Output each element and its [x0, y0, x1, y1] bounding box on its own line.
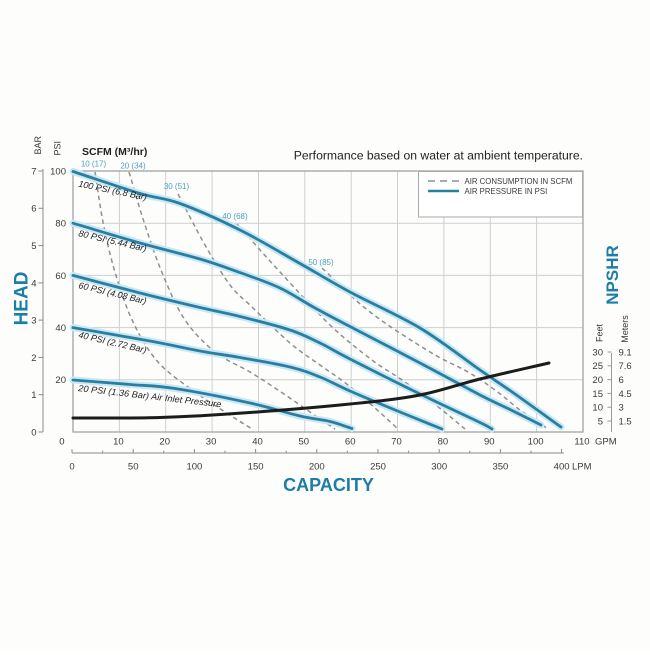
svg-text:Feet: Feet	[595, 323, 605, 342]
svg-text:40: 40	[55, 323, 66, 334]
svg-text:110: 110	[574, 437, 589, 448]
svg-text:PSI: PSI	[53, 141, 63, 156]
svg-text:100: 100	[528, 437, 544, 448]
svg-text:BAR: BAR	[33, 135, 43, 154]
svg-text:30: 30	[206, 437, 217, 448]
svg-text:25: 25	[592, 361, 603, 372]
svg-text:1: 1	[31, 390, 36, 401]
svg-text:30 (51): 30 (51)	[164, 182, 190, 191]
svg-text:2: 2	[31, 353, 36, 364]
svg-text:10 (17): 10 (17)	[81, 160, 107, 169]
svg-text:4: 4	[31, 278, 36, 289]
svg-text:30: 30	[592, 347, 603, 358]
svg-text:50: 50	[128, 462, 139, 473]
svg-text:10: 10	[592, 403, 603, 414]
svg-text:80: 80	[438, 437, 449, 448]
svg-text:150: 150	[248, 462, 264, 473]
svg-text:HEAD: HEAD	[11, 272, 32, 326]
svg-text:40 (68): 40 (68)	[222, 212, 248, 221]
svg-text:40: 40	[252, 437, 263, 448]
svg-text:50: 50	[299, 437, 310, 448]
svg-text:NPSHR: NPSHR	[603, 245, 622, 305]
svg-text:20: 20	[55, 375, 66, 386]
svg-text:100: 100	[50, 166, 66, 177]
svg-text:50 (85): 50 (85)	[308, 258, 334, 267]
svg-text:5: 5	[598, 416, 603, 427]
svg-text:0: 0	[31, 427, 36, 438]
svg-text:LPM: LPM	[572, 462, 592, 473]
svg-text:0: 0	[69, 462, 74, 473]
svg-text:10: 10	[113, 437, 124, 448]
svg-text:200: 200	[309, 462, 325, 473]
svg-text:300: 300	[431, 462, 447, 473]
svg-text:7.6: 7.6	[619, 361, 632, 372]
svg-text:5: 5	[31, 241, 36, 252]
svg-text:400: 400	[554, 462, 570, 473]
svg-text:20 (34): 20 (34)	[120, 162, 146, 171]
svg-text:GPM: GPM	[595, 437, 617, 448]
svg-text:20: 20	[159, 437, 170, 448]
svg-text:7: 7	[31, 166, 36, 177]
svg-text:Performance based on water at: Performance based on water at ambient te…	[294, 149, 583, 163]
svg-text:70: 70	[391, 437, 402, 448]
svg-text:100: 100	[186, 462, 202, 473]
svg-text:20: 20	[592, 375, 603, 386]
svg-text:60: 60	[55, 271, 66, 282]
svg-text:90: 90	[484, 437, 495, 448]
svg-text:6: 6	[31, 204, 36, 215]
svg-text:SCFM (M³/hr): SCFM (M³/hr)	[82, 146, 147, 158]
svg-text:15: 15	[592, 389, 603, 400]
svg-text:CAPACITY: CAPACITY	[283, 475, 374, 495]
svg-text:250: 250	[370, 462, 386, 473]
svg-text:0: 0	[59, 437, 64, 448]
svg-text:9.1: 9.1	[619, 347, 632, 358]
svg-text:1.5: 1.5	[619, 416, 632, 427]
svg-text:AIR PRESSURE IN PSI: AIR PRESSURE IN PSI	[465, 187, 548, 196]
svg-text:3: 3	[619, 403, 624, 414]
svg-text:3: 3	[31, 316, 36, 327]
svg-text:60: 60	[345, 437, 356, 448]
svg-text:80: 80	[55, 219, 66, 230]
svg-text:Meters: Meters	[620, 315, 630, 343]
svg-text:6: 6	[619, 375, 624, 386]
svg-text:350: 350	[492, 462, 508, 473]
svg-text:AIR CONSUMPTION IN SCFM: AIR CONSUMPTION IN SCFM	[465, 177, 573, 186]
svg-text:4.5: 4.5	[619, 389, 632, 400]
